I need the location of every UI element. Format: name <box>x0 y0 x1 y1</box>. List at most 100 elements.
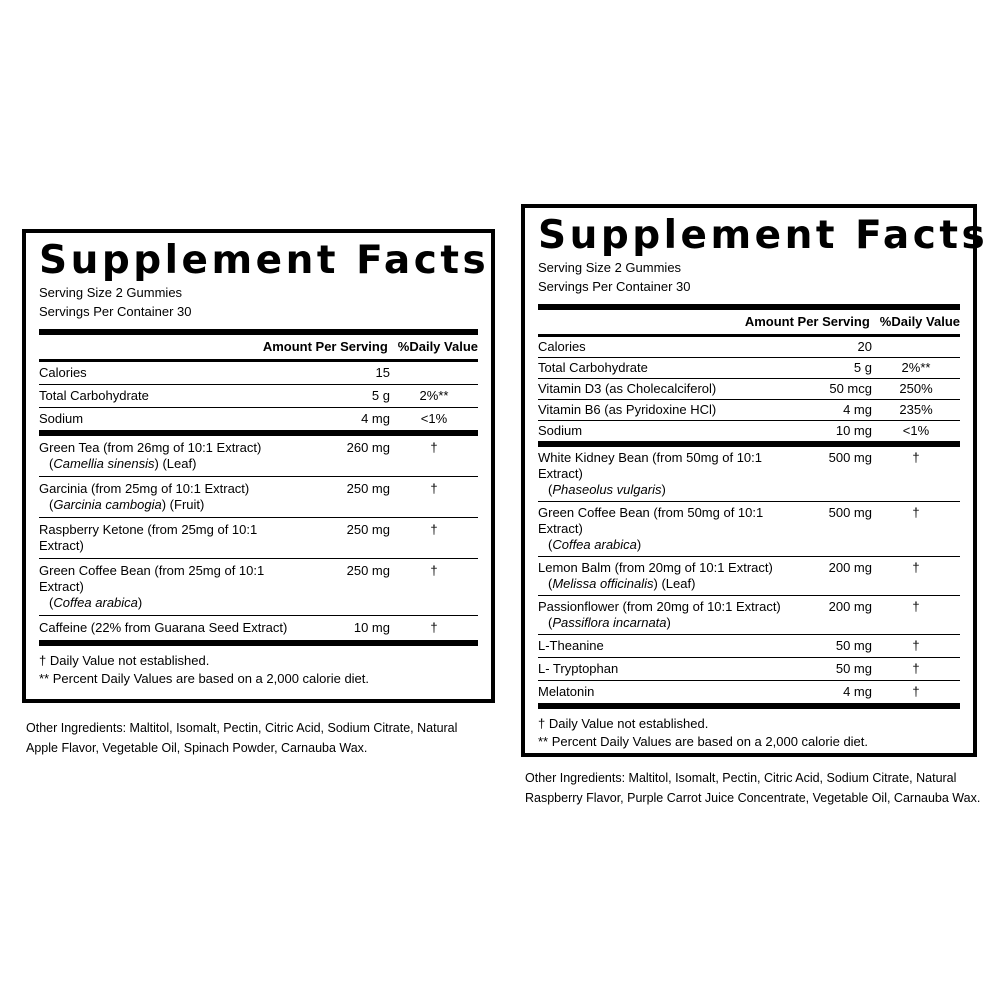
nutrient-amount: 5 g <box>371 388 390 403</box>
nutrient-dv: <1% <box>902 423 930 438</box>
supplement-facts-panel: Supplement Facts Serving Size 2 Gummies Se… <box>521 204 989 757</box>
ingredient-cell: Lemon Balm (from 20mg of 10:1 Extract) (M… <box>538 560 782 592</box>
ingredient-amount: 50 mg <box>835 638 872 653</box>
nutrient-amount: 10 mg <box>835 423 872 438</box>
nutrient-amount: 5 g <box>853 360 872 375</box>
nutrient-row: Calories 20 <box>538 337 960 358</box>
other-ingredients-line: Apple Flavor, Vegetable Oil, Spinach Pow… <box>26 741 368 755</box>
nutrient-name: Vitamin D3 (as Cholecalciferol) <box>538 381 717 396</box>
other-ingredients-line: Raspberry Flavor, Purple Carrot Juice Co… <box>525 791 981 805</box>
serving-size: Serving Size 2 Gummies <box>538 260 682 275</box>
footnote: ** Percent Daily Values are based on a 2… <box>39 671 370 686</box>
divider <box>39 430 478 436</box>
nutrient-name: Calories <box>538 339 586 354</box>
ingredient-row: Passionflower (from 20mg of 10:1 Extract… <box>538 596 960 635</box>
ingredient-cell: White Kidney Bean (from 50mg of 10:1 Ext… <box>538 450 782 498</box>
ingredient-cell: Passionflower (from 20mg of 10:1 Extract… <box>538 599 782 631</box>
ingredient-amount: 4 mg <box>843 684 872 699</box>
ingredient-name: Passionflower (from 20mg of 10:1 Extract… <box>538 599 781 614</box>
ingredient-row: Melatonin 4 mg † <box>538 681 960 703</box>
source-text: ) (Leaf) <box>154 456 197 471</box>
nutrient-amount: 50 mcg <box>829 381 872 396</box>
daily-value-header: %Daily Value <box>397 339 478 354</box>
ingredient-dv: † <box>912 599 920 614</box>
ingredient-dv: † <box>430 620 438 635</box>
ingredient-cell: Raspberry Ketone (from 25mg of 10:1 Extr… <box>39 522 300 554</box>
ingredient-source: (Coffea arabica) <box>538 537 782 553</box>
nutrient-name: Total Carbohydrate <box>39 388 149 403</box>
divider <box>39 640 478 646</box>
source-text: Melissa officinalis <box>552 576 654 591</box>
ingredient-amount: 500 mg <box>828 450 872 465</box>
nutrient-name: Sodium <box>39 411 84 426</box>
ingredient-amount: 250 mg <box>346 563 390 578</box>
ingredient-amount: 250 mg <box>346 522 390 537</box>
nutrient-dv: 2%** <box>901 360 931 375</box>
panel-title: Supplement Facts <box>538 213 989 258</box>
ingredient-source: (Melissa officinalis) (Leaf) <box>538 576 782 592</box>
nutrient-row: Calories 15 <box>39 362 478 385</box>
ingredient-source: (Coffea arabica) <box>39 595 300 611</box>
ingredient-row: Garcinia (from 25mg of 10:1 Extract) (Gar… <box>39 477 478 518</box>
ingredient-name: Lemon Balm (from 20mg of 10:1 Extract) <box>538 560 773 575</box>
nutrient-name: Calories <box>39 365 87 380</box>
ingredient-name: Garcinia (from 25mg of 10:1 Extract) <box>39 481 250 496</box>
nutrient-name: Total Carbohydrate <box>538 360 648 375</box>
source-text: ) <box>636 537 642 552</box>
ingredient-dv: † <box>430 563 438 578</box>
source-text: Phaseolus vulgaris <box>552 482 662 497</box>
ingredient-row: Lemon Balm (from 20mg of 10:1 Extract) (M… <box>538 557 960 596</box>
ingredient-dv: † <box>912 560 920 575</box>
ingredient-row: Green Tea (from 26mg of 10:1 Extract) (Ca… <box>39 436 478 477</box>
ingredient-dv: † <box>912 450 920 465</box>
source-text: Garcinia cambogia <box>53 497 162 512</box>
ingredient-source: (Phaseolus vulgaris) <box>538 482 782 498</box>
ingredient-row: L- Tryptophan 50 mg † <box>538 658 960 681</box>
source-text: ( <box>548 576 553 591</box>
ingredient-dv: † <box>430 522 438 537</box>
other-ingredients-line: Other Ingredients: Maltitol, Isomalt, Pe… <box>26 721 458 735</box>
footnotes: † Daily Value not established. ** Percent… <box>39 646 478 688</box>
column-header: Amount Per Serving %Daily Value <box>39 335 478 362</box>
source-text: Passiflora incarnata <box>552 615 667 630</box>
divider <box>538 441 960 447</box>
source-text: Camellia sinensis <box>53 456 155 471</box>
source-text: ( <box>548 482 553 497</box>
amount-header: Amount Per Serving <box>262 339 388 354</box>
ingredient-name: Green Coffee Bean (from 25mg of 10:1 Ext… <box>39 563 265 594</box>
footnote: † Daily Value not established. <box>538 716 709 731</box>
ingredient-amount: 500 mg <box>828 505 872 520</box>
other-ingredients-line: Other Ingredients: Maltitol, Isomalt, Pe… <box>525 771 957 785</box>
ingredient-cell: Green Tea (from 26mg of 10:1 Extract) (Ca… <box>39 440 300 472</box>
ingredient-dv: † <box>912 684 920 699</box>
ingredient-row: Caffeine (22% from Guarana Seed Extract)… <box>39 616 478 640</box>
ingredient-name: Caffeine (22% from Guarana Seed Extract) <box>39 620 288 635</box>
ingredient-amount: 10 mg <box>353 620 390 635</box>
ingredient-amount: 200 mg <box>828 560 872 575</box>
nutrient-row: Total Carbohydrate 5 g 2%** <box>39 385 478 408</box>
ingredient-cell: Garcinia (from 25mg of 10:1 Extract) (Gar… <box>39 481 300 513</box>
source-text: ) <box>666 615 671 630</box>
source-text: ( <box>49 595 54 610</box>
ingredient-amount: 200 mg <box>828 599 872 614</box>
servings-per-container: Servings Per Container 30 <box>39 304 192 319</box>
footnotes: † Daily Value not established. ** Percent… <box>538 709 960 751</box>
ingredient-name: Melatonin <box>538 684 595 699</box>
source-text: ) (Leaf) <box>653 576 696 591</box>
source-text: ( <box>49 456 54 471</box>
nutrient-amount: 20 <box>857 339 872 354</box>
ingredient-dv: † <box>912 638 920 653</box>
source-text: ( <box>49 497 54 512</box>
nutrient-row: Total Carbohydrate 5 g 2%** <box>538 358 960 379</box>
source-text: ) <box>137 595 143 610</box>
nutrient-dv: 250% <box>899 381 933 396</box>
ingredient-cell: L-Theanine <box>538 638 782 654</box>
source-text: Coffea arabica <box>552 537 637 552</box>
footnote: ** Percent Daily Values are based on a 2… <box>538 734 869 749</box>
source-text: ) <box>661 482 666 497</box>
nutrient-amount: 15 <box>375 365 390 380</box>
nutrient-name: Sodium <box>538 423 583 438</box>
nutrient-amount: 4 mg <box>843 402 872 417</box>
ingredient-row: White Kidney Bean (from 50mg of 10:1 Ext… <box>538 447 960 502</box>
ingredient-dv: † <box>430 481 438 496</box>
